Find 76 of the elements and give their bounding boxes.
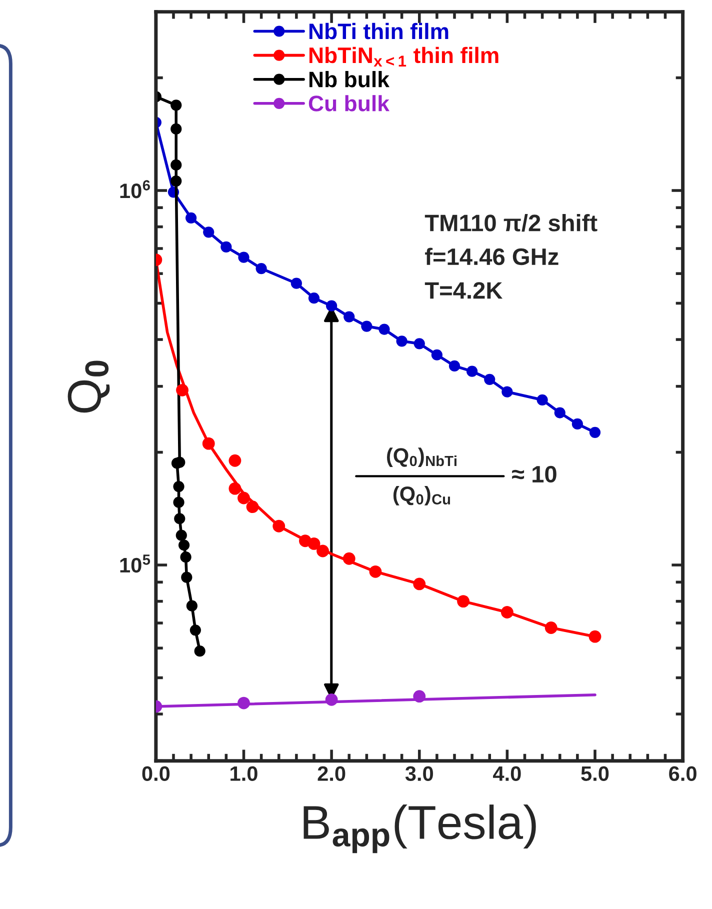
point	[246, 500, 259, 514]
point	[170, 100, 182, 111]
point	[589, 426, 601, 438]
point	[202, 437, 215, 450]
point	[170, 159, 182, 171]
x-tick-label: 0.0	[142, 766, 170, 781]
point	[181, 572, 192, 583]
point	[500, 606, 514, 618]
point	[554, 407, 566, 418]
x-tick-label: 4.0	[493, 766, 521, 781]
legend-label: NbTiN$_{x<1}$ thin film	[309, 46, 498, 66]
point	[308, 537, 320, 550]
point	[342, 552, 356, 565]
legend-label: Nb bulk	[309, 71, 390, 88]
point	[448, 360, 460, 372]
point	[194, 646, 206, 657]
legend-label: Cu bulk	[308, 95, 390, 112]
point	[326, 300, 338, 312]
point	[186, 600, 198, 612]
point	[466, 366, 478, 377]
point	[228, 454, 242, 467]
point	[369, 565, 382, 578]
x-axis-title: B$_{app}$(Tesla)	[304, 804, 536, 854]
point	[170, 175, 182, 187]
y-tick-label: 10$^{5}$	[120, 554, 150, 573]
point	[238, 696, 250, 710]
point	[502, 386, 513, 398]
x-tick-label: 5.0	[581, 766, 609, 781]
annotation: f=14.46 GHz	[425, 248, 558, 266]
point	[536, 394, 548, 406]
point	[361, 320, 372, 332]
point	[174, 513, 186, 524]
point	[272, 520, 286, 532]
point	[203, 226, 214, 238]
x-tick-label: 3.0	[405, 766, 433, 782]
x-tick-label: 1.0	[230, 766, 258, 781]
point	[173, 480, 184, 492]
point	[238, 492, 250, 504]
point	[180, 552, 192, 563]
point	[220, 241, 232, 252]
point	[396, 336, 408, 347]
point	[176, 384, 188, 396]
point	[256, 262, 267, 274]
point	[170, 123, 182, 135]
point	[173, 496, 184, 508]
y-axis-title: Q$_{0}$	[68, 360, 110, 413]
annotation: (Q$_{0}$)$_{Cu}$	[393, 486, 450, 506]
annotation: T=4.2K	[424, 282, 503, 299]
point	[238, 252, 250, 263]
point	[378, 324, 390, 335]
y-tick-label: 10$^{6}$	[120, 180, 150, 198]
point	[413, 578, 426, 590]
point	[308, 292, 320, 304]
x-tick-label: 6.0	[669, 766, 696, 781]
point	[484, 374, 496, 385]
point	[414, 338, 425, 350]
annotation: (Q$_{0}$)$_{NbTi}$	[387, 448, 456, 468]
point	[544, 622, 558, 634]
point	[588, 630, 602, 643]
annotation: ≈ 10	[512, 466, 556, 483]
point	[290, 278, 302, 289]
point	[572, 418, 583, 430]
point	[325, 693, 338, 706]
legend-label: NbTi thin film	[309, 22, 448, 40]
point	[176, 530, 187, 541]
point	[431, 349, 442, 360]
point	[228, 482, 242, 495]
point	[316, 544, 329, 558]
point	[185, 212, 197, 224]
annotation: TM110 π/2 shift	[424, 214, 598, 232]
point	[344, 311, 355, 322]
point	[178, 540, 190, 551]
point	[413, 690, 426, 703]
point	[190, 624, 201, 636]
point	[457, 595, 470, 608]
x-tick-label: 2.0	[318, 766, 346, 781]
